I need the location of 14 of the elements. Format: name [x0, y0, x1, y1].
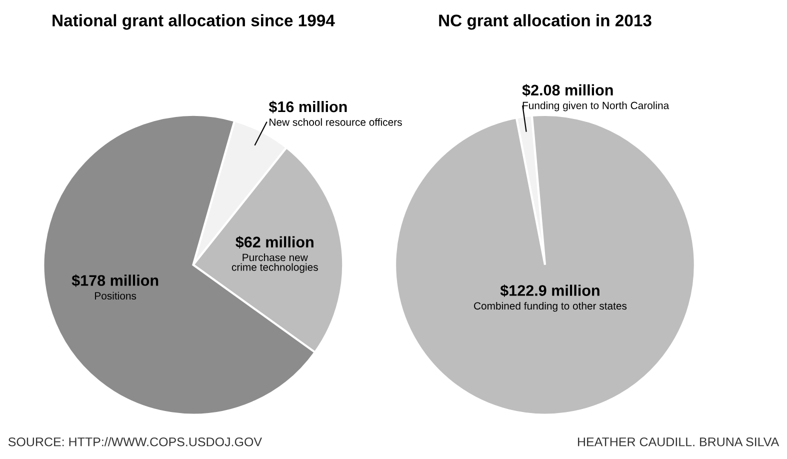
data-label: $62 million: [236, 236, 314, 248]
slice-label: Purchase new crime technologies: [232, 254, 318, 273]
slice-label: New school resource officers: [270, 118, 402, 126]
slice-label: Positions: [95, 292, 136, 300]
data-label: $178 million: [72, 274, 158, 287]
chart-title: NC grant allocation in 2013: [439, 14, 652, 30]
slice-label: Combined funding to other states: [474, 302, 627, 312]
source-note: SOURCE: HTTP://WWW.COPS.USDOJ.GOV: [8, 437, 262, 446]
data-label: $2.08 million: [522, 84, 613, 96]
data-label: $16 million: [268, 100, 347, 114]
text: HEATHER CAUDILL. BRUNA SILVA: [578, 437, 780, 446]
data-label: $122.9 million: [500, 284, 600, 297]
slice-label: Funding given to North Carolina: [522, 102, 670, 112]
chart-title: National grant allocation since 1994: [52, 14, 335, 30]
